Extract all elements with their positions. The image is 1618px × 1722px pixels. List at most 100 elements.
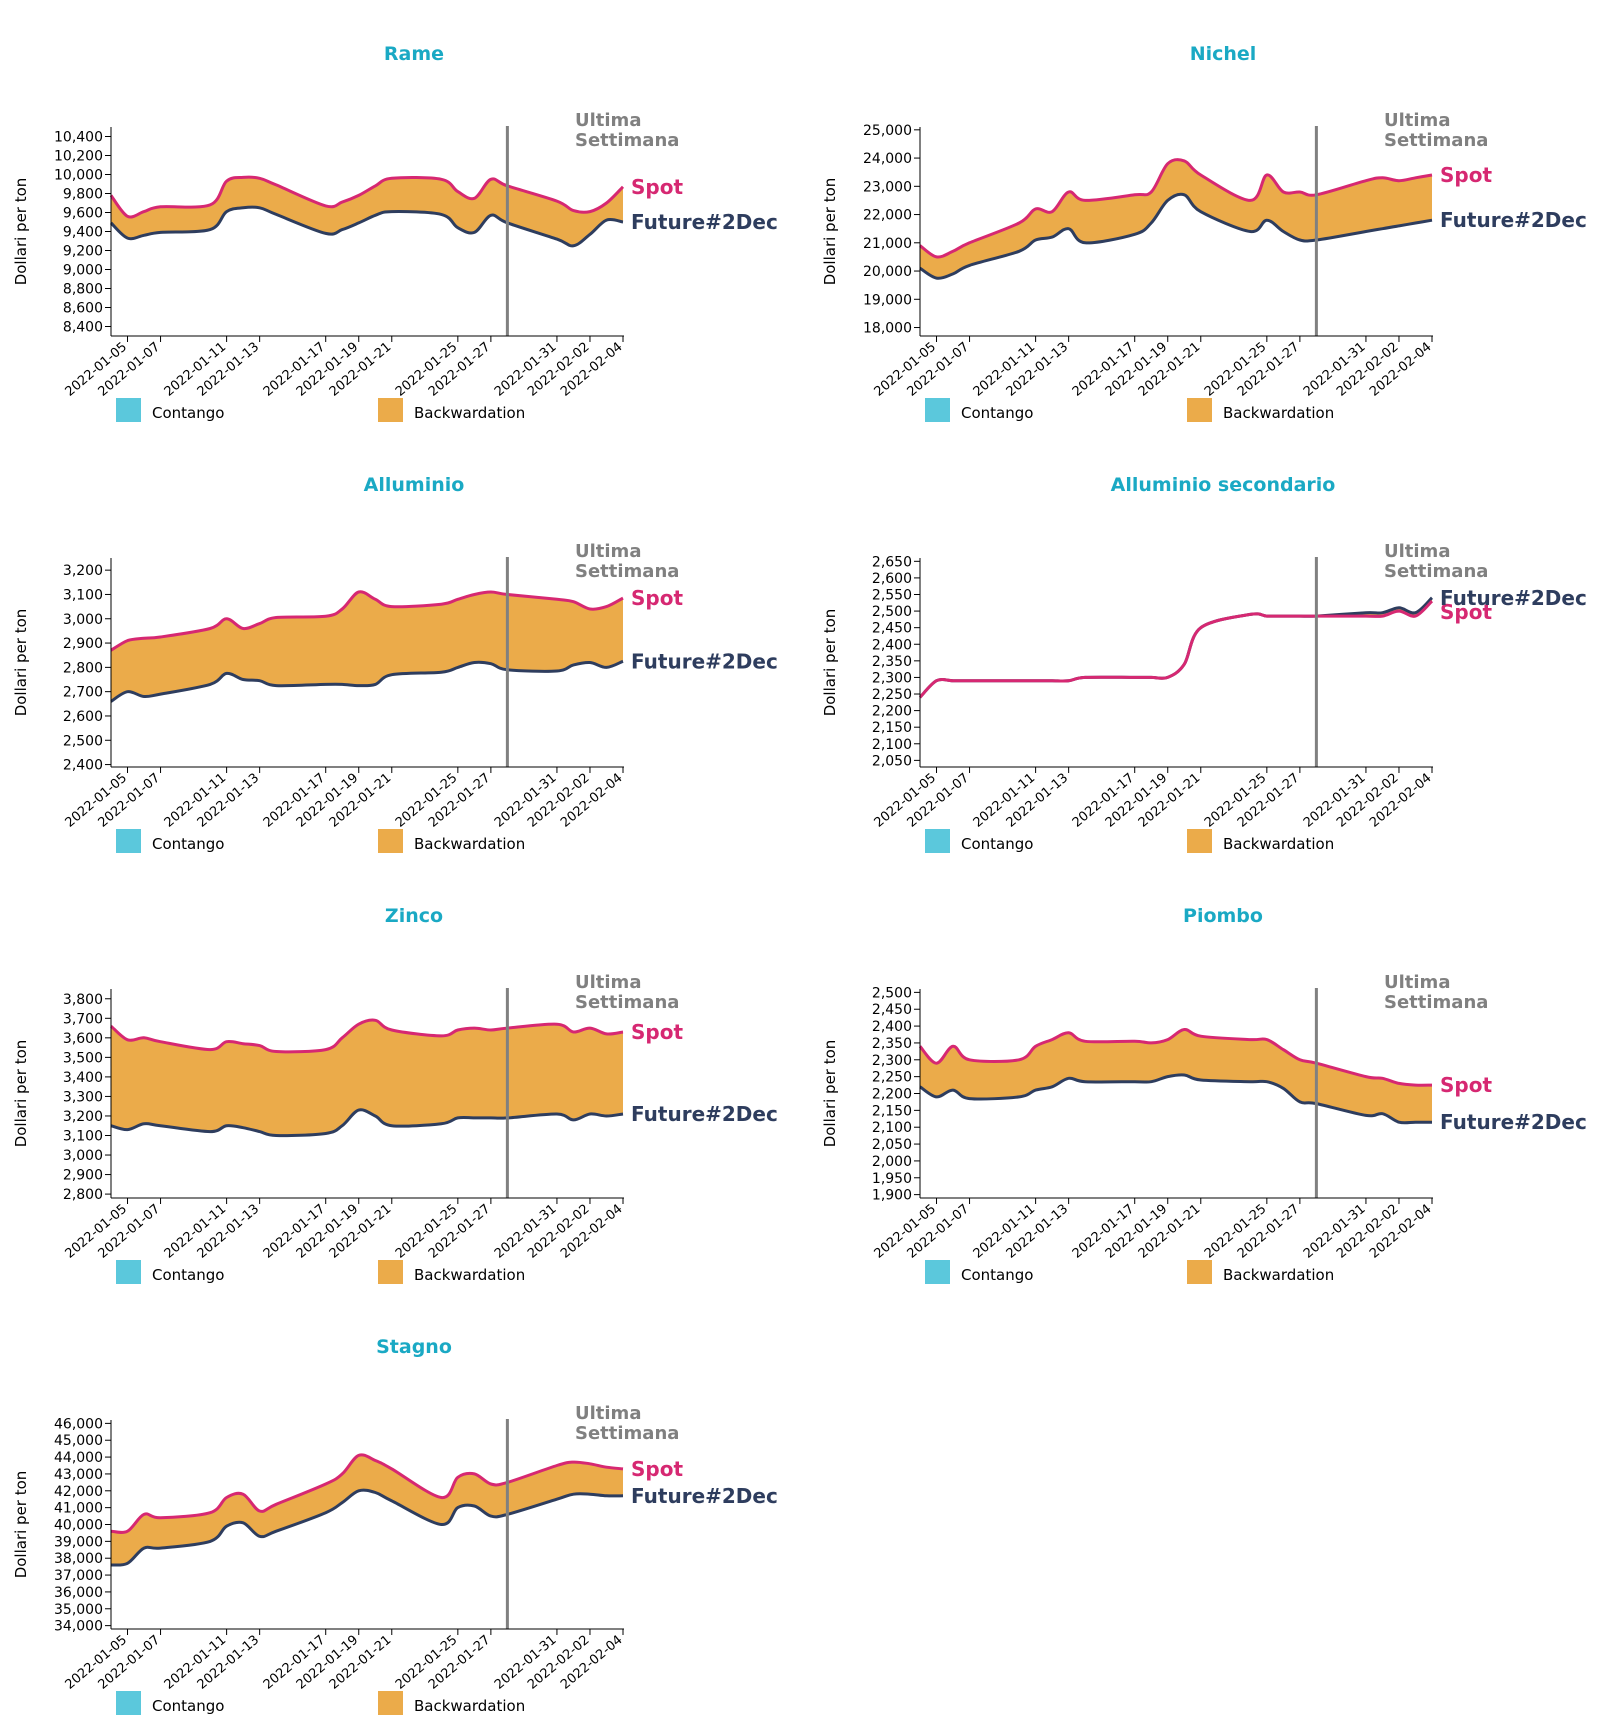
y-tick-label: 2,100 <box>872 1120 912 1136</box>
y-tick-label: 2,650 <box>872 554 912 570</box>
last-week-label-2: Settimana <box>1384 992 1488 1013</box>
y-tick-label: 2,350 <box>872 654 912 670</box>
y-tick-label: 2,350 <box>872 1036 912 1052</box>
legend-label-backwardation: Backwardation <box>1223 835 1334 853</box>
future-line <box>109 205 624 248</box>
legend-label-contango: Contango <box>961 835 1033 853</box>
y-tick-label: 2,300 <box>872 670 912 686</box>
y-tick-label: 9,600 <box>63 206 103 222</box>
y-tick-label: 2,700 <box>63 685 103 701</box>
y-tick-label: 1,950 <box>872 1171 912 1187</box>
legend-label-contango: Contango <box>961 1266 1033 1284</box>
y-axis-label: Dollari per ton <box>821 609 839 717</box>
spot-line <box>919 158 1433 259</box>
y-tick-label: 2,200 <box>872 1087 912 1103</box>
y-tick-label: 2,150 <box>872 1103 912 1119</box>
y-tick-label: 20,000 <box>863 264 912 280</box>
legend-label-contango: Contango <box>152 835 224 853</box>
y-axis-label: Dollari per ton <box>12 178 30 286</box>
y-tick-label: 2,150 <box>872 720 912 736</box>
legend-swatch-contango <box>925 829 950 853</box>
y-axis-label: Dollari per ton <box>821 1040 839 1148</box>
legend-swatch-backwardation <box>1187 1260 1212 1284</box>
legend-label-backwardation: Backwardation <box>414 1697 525 1715</box>
legend-label-backwardation: Backwardation <box>414 404 525 422</box>
y-tick-label: 46,000 <box>54 1416 103 1432</box>
y-tick-label: 21,000 <box>863 236 912 252</box>
legend-label-backwardation: Backwardation <box>1223 1266 1334 1284</box>
spot-label: Spot <box>1440 600 1492 624</box>
y-tick-label: 3,000 <box>63 1148 103 1164</box>
spot-label: Spot <box>1440 163 1492 187</box>
legend-label-contango: Contango <box>152 404 224 422</box>
y-tick-label: 2,050 <box>872 1137 912 1153</box>
y-axis-label: Dollari per ton <box>12 609 30 717</box>
spot-line <box>918 599 1434 699</box>
y-tick-label: 2,100 <box>872 737 912 753</box>
legend-swatch-backwardation <box>378 829 403 853</box>
y-tick-label: 35,000 <box>54 1602 103 1618</box>
legend-swatch-backwardation <box>378 1691 403 1715</box>
backwardation-area <box>111 1020 623 1136</box>
y-tick-label: 3,100 <box>63 1128 103 1144</box>
legend-swatch-backwardation <box>1187 398 1212 422</box>
y-tick-label: 41,000 <box>54 1501 103 1517</box>
y-tick-label: 2,500 <box>872 985 912 1001</box>
y-tick-label: 38,000 <box>54 1551 103 1567</box>
future-label: Future#2Dec <box>1440 586 1587 610</box>
y-axis-label: Dollari per ton <box>821 178 839 286</box>
legend-label-contango: Contango <box>152 1697 224 1715</box>
y-tick-label: 2,900 <box>63 1168 103 1184</box>
y-tick-label: 2,400 <box>872 637 912 653</box>
y-tick-label: 2,450 <box>872 1002 912 1018</box>
last-week-label-1: Ultima <box>575 1403 641 1424</box>
y-tick-label: 2,600 <box>872 571 912 587</box>
y-tick-label: 40,000 <box>54 1518 103 1534</box>
y-tick-label: 3,200 <box>63 563 103 579</box>
y-tick-label: 9,000 <box>63 263 103 279</box>
last-week-label-1: Ultima <box>1384 110 1450 131</box>
chart-title: Piombo <box>1183 905 1263 927</box>
y-tick-label: 1,900 <box>872 1188 912 1204</box>
y-tick-label: 9,800 <box>63 187 103 203</box>
backwardation-area <box>920 1029 1432 1123</box>
legend-swatch-contango <box>116 1691 141 1715</box>
last-week-label-2: Settimana <box>575 992 679 1013</box>
y-tick-label: 9,400 <box>63 225 103 241</box>
y-tick-label: 42,000 <box>54 1484 103 1500</box>
backwardation-area <box>111 1454 623 1566</box>
legend-swatch-contango <box>925 398 950 422</box>
y-tick-label: 19,000 <box>863 292 912 308</box>
spot-line <box>110 590 624 652</box>
last-week-label-2: Settimana <box>575 561 679 582</box>
future-line <box>919 192 1433 280</box>
y-tick-label: 39,000 <box>54 1534 103 1550</box>
y-tick-label: 2,200 <box>872 704 912 720</box>
y-tick-label: 2,000 <box>872 1154 912 1170</box>
y-tick-label: 43,000 <box>54 1467 103 1483</box>
backwardation-area <box>111 177 623 246</box>
y-tick-label: 2,250 <box>872 687 912 703</box>
legend-swatch-contango <box>925 1260 950 1284</box>
last-week-label-1: Ultima <box>575 541 641 562</box>
y-tick-label: 18,000 <box>863 321 912 337</box>
spot-line <box>110 1018 624 1054</box>
future-line <box>918 596 1434 699</box>
y-tick-label: 3,200 <box>63 1109 103 1125</box>
future-label: Future#2Dec <box>631 1484 778 1508</box>
legend-swatch-contango <box>116 829 141 853</box>
future-label: Future#2Dec <box>1440 1110 1587 1134</box>
y-tick-label: 10,200 <box>54 149 103 165</box>
y-tick-label: 8,600 <box>63 301 103 317</box>
y-tick-label: 2,300 <box>872 1053 912 1069</box>
last-week-label-1: Ultima <box>1384 972 1450 993</box>
y-tick-label: 2,400 <box>872 1019 912 1035</box>
legend-swatch-contango <box>116 398 141 422</box>
y-tick-label: 3,300 <box>63 1089 103 1105</box>
y-tick-label: 24,000 <box>863 151 912 167</box>
